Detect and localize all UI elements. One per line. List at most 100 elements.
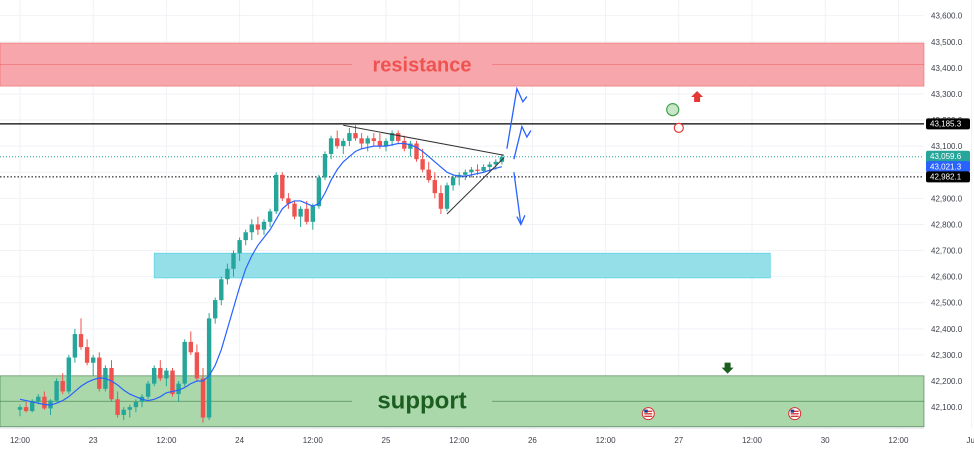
ma-price-tag-label: 43,021.3 xyxy=(930,162,962,171)
candle-body xyxy=(365,138,370,144)
ma-price-tag xyxy=(926,161,970,173)
candle-body xyxy=(164,370,169,379)
x-tick-label: 12:00 xyxy=(596,436,617,445)
candle-body xyxy=(158,367,163,379)
us-flag-canton xyxy=(644,409,648,413)
candle-body xyxy=(274,174,279,212)
time-axis[interactable]: 12:00 23 12:00 24 12:00 25 12:00 26 12:00 27 12:00… xyxy=(10,436,974,445)
candle-body xyxy=(225,268,230,280)
y-tick-label: 42,700.0 xyxy=(931,247,963,256)
x-tick-label: 26 xyxy=(528,436,537,445)
y-tick-label: 42,900.0 xyxy=(931,194,963,203)
candle-body xyxy=(493,161,498,165)
y-tick-label: 42,500.0 xyxy=(931,299,963,308)
last-price-line-tag-label: 43,059.6 xyxy=(930,152,962,161)
retest-arrow xyxy=(513,124,532,160)
candle-body xyxy=(261,221,267,230)
price-levels xyxy=(0,123,924,178)
candle-body xyxy=(414,143,419,160)
candle-body xyxy=(432,180,437,194)
green-circle xyxy=(666,103,680,117)
candle-body xyxy=(249,224,254,233)
candle-body xyxy=(182,341,187,384)
candle-body xyxy=(420,159,425,170)
candle-body xyxy=(371,138,376,141)
candle-body xyxy=(176,383,181,395)
support-arrow xyxy=(721,362,734,374)
candle-body xyxy=(36,396,41,402)
x-tick-label: 24 xyxy=(235,436,244,445)
candle-body xyxy=(335,138,340,147)
candle-body xyxy=(97,357,102,389)
candle-body xyxy=(194,352,200,379)
candle-body xyxy=(91,357,96,363)
low-price-line-tag-label: 42,982.1 xyxy=(930,173,962,182)
candle-body xyxy=(377,140,383,147)
candle-body xyxy=(206,318,212,418)
candle-body xyxy=(438,193,444,209)
triangle-upper-line xyxy=(343,124,504,156)
low-price-line-tag xyxy=(926,171,970,183)
x-tick-label: 12:00 xyxy=(449,436,470,445)
candle-body xyxy=(383,140,389,147)
candle-body xyxy=(109,367,114,400)
candle-body xyxy=(267,211,273,222)
candle-body xyxy=(341,140,346,147)
y-tick-label: 42,300.0 xyxy=(931,351,963,360)
candle-body xyxy=(170,370,175,395)
x-tick-label: 23 xyxy=(89,436,98,445)
candle-body xyxy=(280,174,285,199)
x-tick-label: 30 xyxy=(821,436,830,445)
us-flag-stripe xyxy=(790,413,799,415)
zone-demand xyxy=(153,252,771,279)
y-tick-label: 42,400.0 xyxy=(931,325,963,334)
x-tick-label: 12:00 xyxy=(10,436,31,445)
us-flag-1 xyxy=(641,407,655,421)
candle-body xyxy=(243,232,248,241)
us-flag-stripe xyxy=(790,410,799,412)
candle-body xyxy=(353,133,358,139)
candle-body xyxy=(188,341,193,353)
candle-body xyxy=(426,169,431,181)
candle-body xyxy=(359,138,364,144)
candle-body xyxy=(60,381,65,392)
candle-body xyxy=(152,367,157,384)
drawings xyxy=(343,86,532,226)
candle-body xyxy=(72,334,78,358)
candle-body xyxy=(54,381,59,401)
candle-body xyxy=(481,167,486,171)
y-tick-label: 42,600.0 xyxy=(931,273,963,282)
candle-body xyxy=(389,133,395,141)
candle-body xyxy=(127,407,132,410)
candle-body xyxy=(133,401,139,408)
candle-body xyxy=(292,203,297,217)
us-flag-2 xyxy=(788,407,802,421)
moving-average xyxy=(19,142,503,406)
candle-body xyxy=(316,177,322,207)
price-tags: 43,185.343,059.602:5143,021.342,982.1 xyxy=(926,118,970,183)
zone-label-support: support xyxy=(377,387,466,414)
candle-body xyxy=(304,208,309,222)
resistance-line-tag xyxy=(926,118,970,130)
candle-body xyxy=(121,409,126,415)
candle-body xyxy=(17,407,23,410)
candle-body xyxy=(286,198,291,204)
candle-body xyxy=(145,383,151,397)
candle-body xyxy=(450,177,456,186)
us-flag-stripe xyxy=(644,413,653,415)
x-tick-label: 12:00 xyxy=(742,436,763,445)
y-tick-label: 43,600.0 xyxy=(931,12,963,21)
ma-line xyxy=(19,142,503,406)
candle-body xyxy=(23,407,29,412)
zone-label-resistance: resistance xyxy=(373,55,472,77)
candle-body xyxy=(30,401,35,412)
candle-body xyxy=(84,347,90,363)
y-tick-label: 42,800.0 xyxy=(931,220,963,229)
y-tick-label: 43,300.0 xyxy=(931,90,963,99)
candle-body xyxy=(322,153,328,178)
x-tick-label: Jul xyxy=(966,436,974,445)
candle-body xyxy=(231,253,236,269)
candle-body xyxy=(347,133,352,141)
us-flag-stripe xyxy=(790,415,799,417)
